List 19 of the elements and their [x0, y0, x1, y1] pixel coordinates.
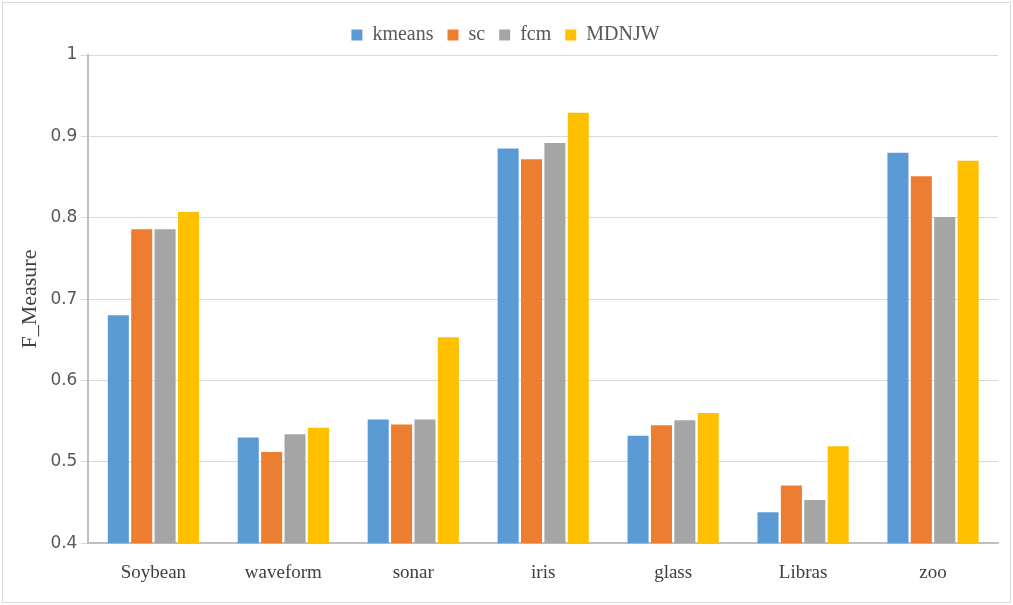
legend-label: fcm — [520, 22, 552, 45]
x-tick-label: iris — [531, 560, 556, 582]
legend-label: MDNJW — [586, 22, 660, 45]
x-tick-label: Soybean — [120, 560, 187, 582]
y-tick-label: 0.4 — [50, 531, 78, 552]
x-tick-label: waveform — [244, 560, 323, 582]
y-tick-label: 0.7 — [50, 287, 78, 308]
x-tick-label: glass — [654, 560, 693, 582]
y-axis-title: F_Measure — [15, 249, 41, 349]
y-tick-label: 1 — [66, 43, 78, 64]
y-tick-label: 0.9 — [50, 124, 78, 145]
x-tick-label: Libras — [778, 560, 828, 582]
y-tick-label: 0.6 — [50, 368, 78, 389]
x-tick-label: zoo — [919, 560, 947, 582]
legend-label: kmeans — [372, 22, 434, 45]
y-tick-label: 0.5 — [50, 450, 78, 471]
x-tick-label: sonar — [392, 560, 435, 582]
legend-label: sc — [468, 22, 486, 45]
y-tick-label: 0.8 — [50, 206, 78, 227]
